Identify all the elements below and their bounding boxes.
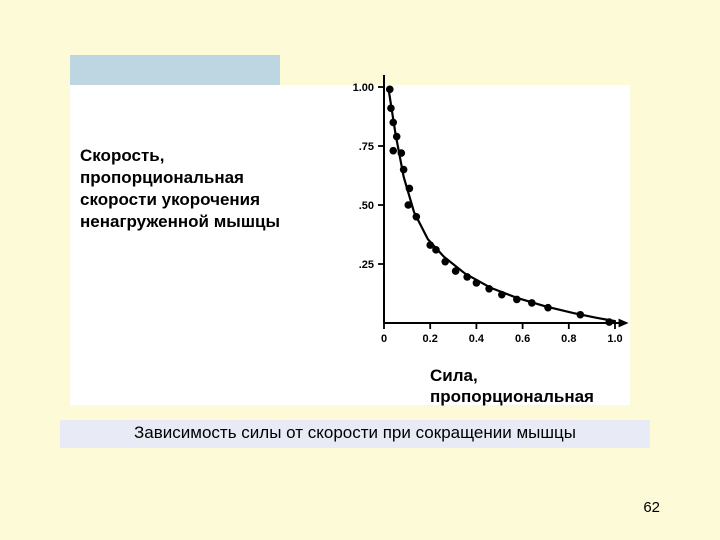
slide: Скорость, пропорциональная скорости укор…: [0, 0, 720, 540]
figure-area: Скорость, пропорциональная скорости укор…: [70, 55, 630, 405]
x-axis-label: Сила, пропорциональная: [430, 365, 630, 408]
svg-text:0.2: 0.2: [423, 333, 438, 345]
svg-text:.75: .75: [359, 141, 374, 153]
caption: Зависимость силы от скорости при сокраще…: [60, 420, 650, 448]
svg-text:0.8: 0.8: [561, 333, 576, 345]
svg-text:0.6: 0.6: [515, 333, 530, 345]
svg-text:1.0: 1.0: [607, 333, 622, 345]
svg-text:1.00: 1.00: [353, 82, 374, 94]
force-velocity-chart: 0 0.2 0.4 0.6 0.8 1.0 .25 .50 .75 1.00: [330, 75, 630, 365]
svg-text:0: 0: [381, 333, 387, 345]
svg-text:.50: .50: [359, 200, 374, 212]
y-axis-label: Скорость, пропорциональная скорости укор…: [80, 145, 310, 233]
svg-text:.25: .25: [359, 259, 374, 271]
page-number: 62: [643, 499, 660, 516]
svg-text:0.4: 0.4: [469, 333, 485, 345]
